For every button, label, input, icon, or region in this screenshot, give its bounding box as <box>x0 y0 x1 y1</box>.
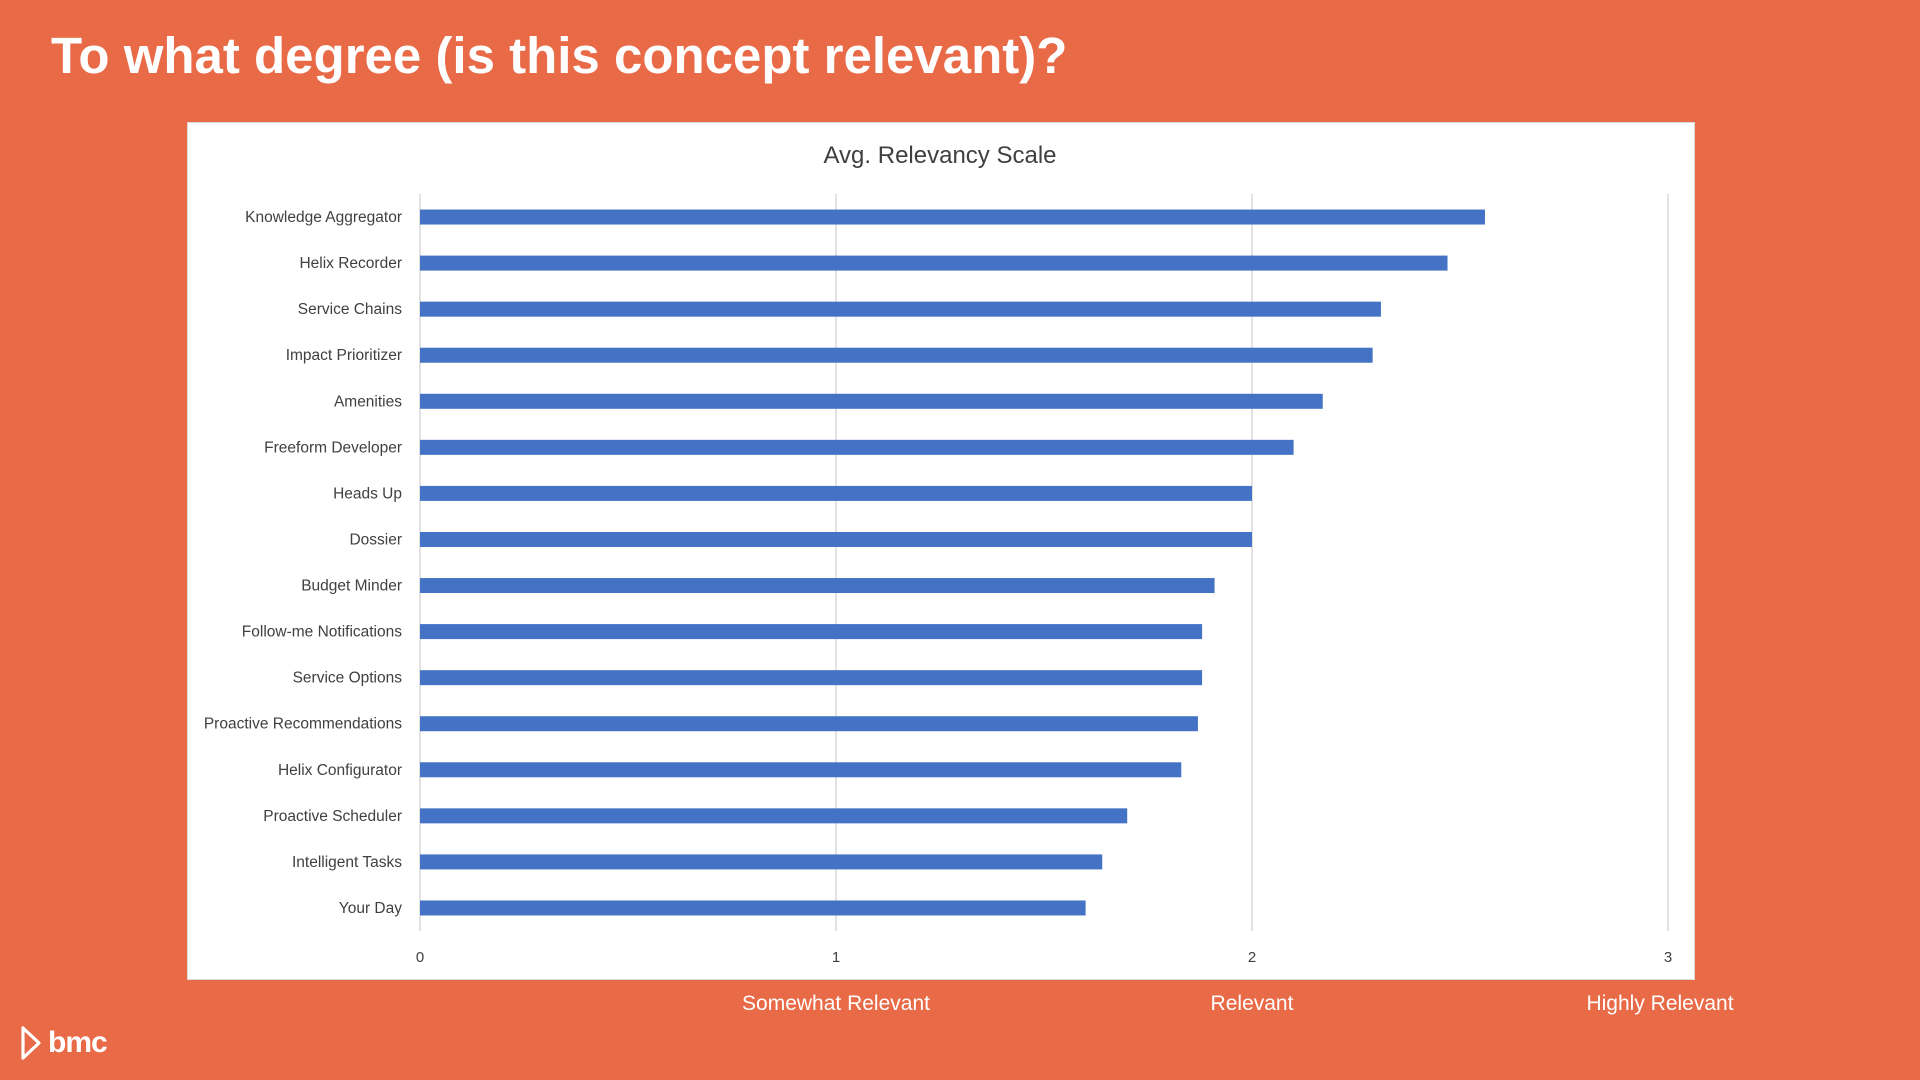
category-label-proactive-scheduler: Proactive Scheduler <box>263 808 402 825</box>
relevancy-bar-chart: Avg. Relevancy Scale Knowledge Aggregato… <box>204 142 1672 966</box>
bar-helix-recorder <box>420 255 1448 271</box>
bar-helix-configurator <box>420 762 1182 778</box>
bar-freeform-developer <box>420 439 1294 455</box>
bar-service-chains <box>420 301 1381 317</box>
bar-proactive-scheduler <box>420 808 1128 824</box>
logo-text: bmc <box>48 1026 108 1059</box>
category-label-budget-minder: Budget Minder <box>301 578 402 595</box>
slide-title: To what degree (is this concept relevant… <box>51 27 1068 84</box>
bar-knowledge-aggregator <box>420 209 1485 225</box>
category-label-service-options: Service Options <box>293 670 403 687</box>
scale-label-relevant: Relevant <box>1210 992 1294 1015</box>
category-label-follow-me-notifications: Follow-me Notifications <box>242 624 402 641</box>
category-label-knowledge-aggregator: Knowledge Aggregator <box>245 209 402 226</box>
scale-label-somewhat-relevant: Somewhat Relevant <box>742 992 930 1015</box>
chart-title: Avg. Relevancy Scale <box>823 142 1056 169</box>
category-label-impact-prioritizer: Impact Prioritizer <box>286 347 402 364</box>
bar-your-day <box>420 900 1086 916</box>
category-label-heads-up: Heads Up <box>333 485 402 502</box>
category-label-proactive-recommendations: Proactive Recommendations <box>204 716 402 733</box>
bar-dossier <box>420 531 1252 547</box>
bar-intelligent-tasks <box>420 854 1103 870</box>
category-label-dossier: Dossier <box>349 531 402 548</box>
x-tick-label-1: 1 <box>832 949 840 966</box>
bar-amenities <box>420 393 1323 409</box>
bar-proactive-recommendations <box>420 716 1198 732</box>
bmc-logo: bmc <box>20 1026 108 1060</box>
bar-follow-me-notifications <box>420 624 1203 640</box>
category-label-freeform-developer: Freeform Developer <box>264 439 402 456</box>
x-tick-label-0: 0 <box>416 949 424 966</box>
category-label-helix-configurator: Helix Configurator <box>278 762 402 779</box>
category-label-your-day: Your Day <box>339 900 402 917</box>
bar-impact-prioritizer <box>420 347 1373 363</box>
x-tick-label-2: 2 <box>1248 949 1256 966</box>
category-label-amenities: Amenities <box>334 393 402 410</box>
bar-service-options <box>420 670 1203 686</box>
x-tick-label-3: 3 <box>1664 949 1672 966</box>
category-label-intelligent-tasks: Intelligent Tasks <box>292 854 402 871</box>
bar-budget-minder <box>420 578 1215 594</box>
category-label-helix-recorder: Helix Recorder <box>299 255 402 272</box>
bar-heads-up <box>420 485 1252 501</box>
bmc-chevron-logo-icon <box>21 1026 41 1060</box>
scale-label-highly-relevant: Highly Relevant <box>1586 992 1734 1015</box>
category-label-service-chains: Service Chains <box>298 301 402 318</box>
